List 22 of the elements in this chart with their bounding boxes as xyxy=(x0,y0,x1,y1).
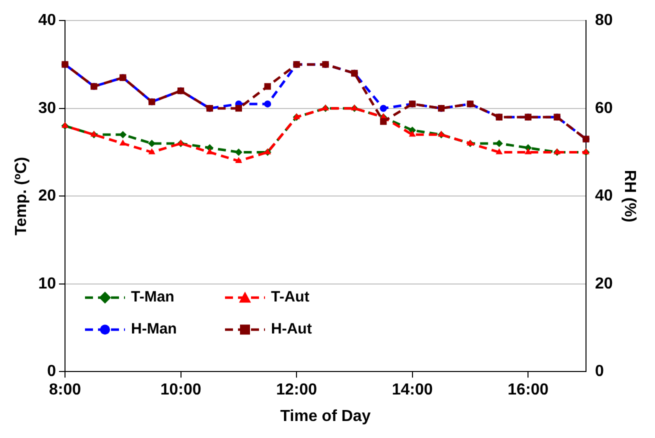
y-tick-label: 0 xyxy=(47,363,56,380)
y-axis-title: Temp. (ºC) xyxy=(13,156,30,236)
x-axis-title: Time of Day xyxy=(280,408,371,425)
x-tick-label: 12:00 xyxy=(276,382,318,399)
y2-tick-label: 60 xyxy=(595,100,613,117)
x-tick-label: 14:00 xyxy=(392,382,433,399)
y2-tick-label: 80 xyxy=(595,12,613,30)
y-tick-label: 10 xyxy=(38,275,56,292)
legend-label: H-Man xyxy=(130,320,177,338)
y-tick-label: 30 xyxy=(38,100,56,117)
x-tick-label: 8:00 xyxy=(48,382,82,399)
x-tick-label: 16:00 xyxy=(508,382,549,399)
legend-label: T-Man xyxy=(130,288,174,306)
y2-tick-label: 20 xyxy=(595,275,613,292)
legend-label: H-Aut xyxy=(270,320,312,338)
y-tick-label: 20 xyxy=(38,188,56,205)
y2-axis-title: RH (%) xyxy=(620,170,638,222)
y2-tick-label: 0 xyxy=(595,363,604,380)
x-tick-label: 10:00 xyxy=(160,382,202,399)
legend-label: T-Aut xyxy=(270,288,310,306)
y2-tick-label: 40 xyxy=(595,188,613,205)
y-tick-label: 40 xyxy=(38,12,56,30)
